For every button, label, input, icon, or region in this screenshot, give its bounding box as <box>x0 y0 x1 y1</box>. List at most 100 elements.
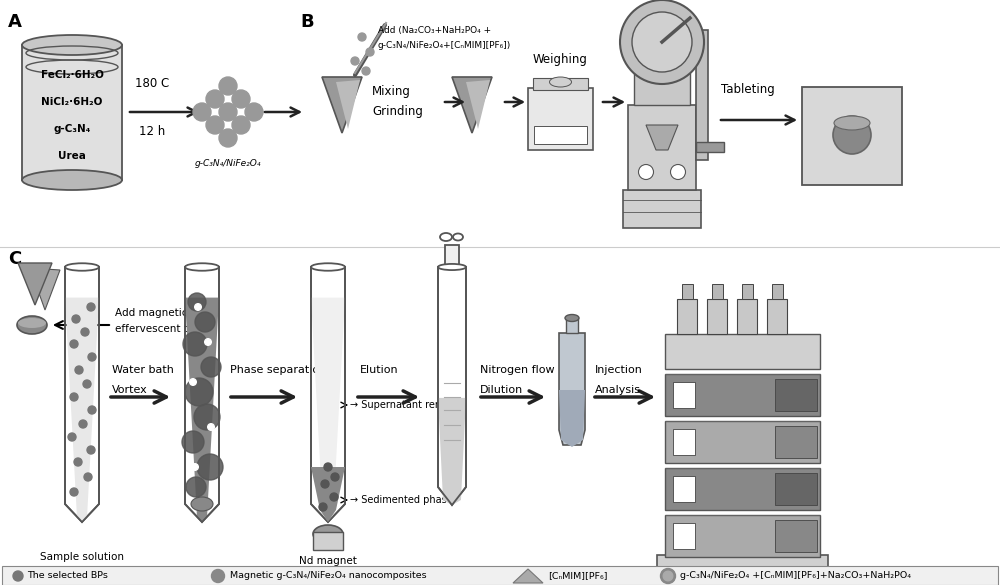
Polygon shape <box>466 80 490 129</box>
Text: Urea: Urea <box>58 151 86 161</box>
FancyBboxPatch shape <box>775 379 817 411</box>
PathPatch shape <box>185 298 219 522</box>
PathPatch shape <box>438 267 466 505</box>
Polygon shape <box>646 125 678 150</box>
Polygon shape <box>513 569 543 583</box>
FancyBboxPatch shape <box>665 421 820 463</box>
FancyBboxPatch shape <box>533 78 588 90</box>
Circle shape <box>245 103 263 121</box>
Ellipse shape <box>17 316 47 334</box>
FancyBboxPatch shape <box>528 88 593 150</box>
Circle shape <box>13 571 23 581</box>
Circle shape <box>319 503 327 511</box>
Circle shape <box>201 357 221 377</box>
Circle shape <box>362 67 370 75</box>
Text: → Sedimented phase: → Sedimented phase <box>350 495 453 505</box>
FancyBboxPatch shape <box>665 374 820 416</box>
Text: NiCl₂·6H₂O: NiCl₂·6H₂O <box>41 97 103 106</box>
Text: Vortex: Vortex <box>112 385 148 395</box>
Ellipse shape <box>565 315 579 322</box>
Circle shape <box>660 569 676 583</box>
Ellipse shape <box>311 263 345 271</box>
Text: Elution: Elution <box>360 365 399 375</box>
Text: Phase separation: Phase separation <box>230 365 326 375</box>
FancyBboxPatch shape <box>623 190 701 228</box>
Ellipse shape <box>18 318 46 328</box>
Circle shape <box>70 340 78 348</box>
Circle shape <box>358 33 366 41</box>
Circle shape <box>321 480 329 488</box>
Circle shape <box>219 77 237 95</box>
Text: → Supernatant removal: → Supernatant removal <box>350 400 465 410</box>
Circle shape <box>206 116 224 134</box>
Circle shape <box>670 164 686 180</box>
FancyBboxPatch shape <box>696 142 724 152</box>
FancyBboxPatch shape <box>712 284 722 299</box>
Circle shape <box>194 404 220 430</box>
FancyBboxPatch shape <box>634 73 690 105</box>
Circle shape <box>186 477 206 497</box>
Circle shape <box>87 303 95 311</box>
Text: g-C₃N₄/NiFe₂O₄ +[CₙMIM][PF₆]+Na₂CO₃+NaH₂PO₄: g-C₃N₄/NiFe₂O₄ +[CₙMIM][PF₆]+Na₂CO₃+NaH₂… <box>680 572 911 580</box>
Text: Add (Na₂CO₃+NaH₂PO₄ +: Add (Na₂CO₃+NaH₂PO₄ + <box>378 26 491 35</box>
FancyBboxPatch shape <box>772 284 783 299</box>
Text: FeCl₂·6H₂O: FeCl₂·6H₂O <box>41 70 103 80</box>
Text: [CₙMIM][PF₆]: [CₙMIM][PF₆] <box>548 572 608 580</box>
FancyBboxPatch shape <box>445 245 459 267</box>
Text: Weighing: Weighing <box>533 53 588 66</box>
Circle shape <box>639 164 654 180</box>
Circle shape <box>206 90 224 108</box>
Text: Dilution: Dilution <box>480 385 523 395</box>
Text: Nd magnet: Nd magnet <box>299 556 357 566</box>
FancyBboxPatch shape <box>802 87 902 185</box>
Ellipse shape <box>834 116 870 130</box>
Polygon shape <box>452 77 492 133</box>
Circle shape <box>232 90 250 108</box>
Ellipse shape <box>313 525 343 543</box>
Text: g-C₃N₄/NiFe₂O₄: g-C₃N₄/NiFe₂O₄ <box>195 160 261 168</box>
Ellipse shape <box>438 264 466 270</box>
FancyBboxPatch shape <box>657 555 828 569</box>
Circle shape <box>70 488 78 496</box>
PathPatch shape <box>185 267 219 522</box>
Text: 180 C: 180 C <box>135 77 169 90</box>
FancyBboxPatch shape <box>673 523 695 549</box>
Circle shape <box>87 446 95 454</box>
FancyBboxPatch shape <box>673 429 695 455</box>
FancyBboxPatch shape <box>2 566 998 585</box>
Circle shape <box>188 293 206 311</box>
Text: Grinding: Grinding <box>372 105 423 119</box>
Circle shape <box>192 464 198 470</box>
FancyBboxPatch shape <box>628 105 696 190</box>
FancyBboxPatch shape <box>665 515 820 557</box>
Circle shape <box>366 48 374 56</box>
Circle shape <box>232 116 250 134</box>
Text: 12 h: 12 h <box>139 125 165 138</box>
FancyBboxPatch shape <box>737 299 757 334</box>
Text: effervescent tablet: effervescent tablet <box>115 324 214 334</box>
Text: Tableting: Tableting <box>721 83 775 96</box>
PathPatch shape <box>559 390 585 447</box>
FancyBboxPatch shape <box>742 284 753 299</box>
Circle shape <box>183 332 207 356</box>
Polygon shape <box>18 263 52 305</box>
Circle shape <box>219 103 237 121</box>
Circle shape <box>185 378 213 406</box>
Ellipse shape <box>550 77 572 87</box>
Text: Mixing: Mixing <box>372 85 411 98</box>
PathPatch shape <box>65 267 99 522</box>
PathPatch shape <box>65 298 99 522</box>
FancyBboxPatch shape <box>677 299 697 334</box>
Circle shape <box>88 406 96 414</box>
Circle shape <box>70 393 78 401</box>
FancyBboxPatch shape <box>707 299 727 334</box>
Ellipse shape <box>22 35 122 55</box>
FancyBboxPatch shape <box>682 284 693 299</box>
Circle shape <box>68 433 76 441</box>
PathPatch shape <box>311 267 345 522</box>
Text: C: C <box>8 250 21 268</box>
Circle shape <box>351 57 359 65</box>
Text: The selected BPs: The selected BPs <box>27 572 108 580</box>
FancyBboxPatch shape <box>673 382 695 408</box>
Circle shape <box>84 473 92 481</box>
